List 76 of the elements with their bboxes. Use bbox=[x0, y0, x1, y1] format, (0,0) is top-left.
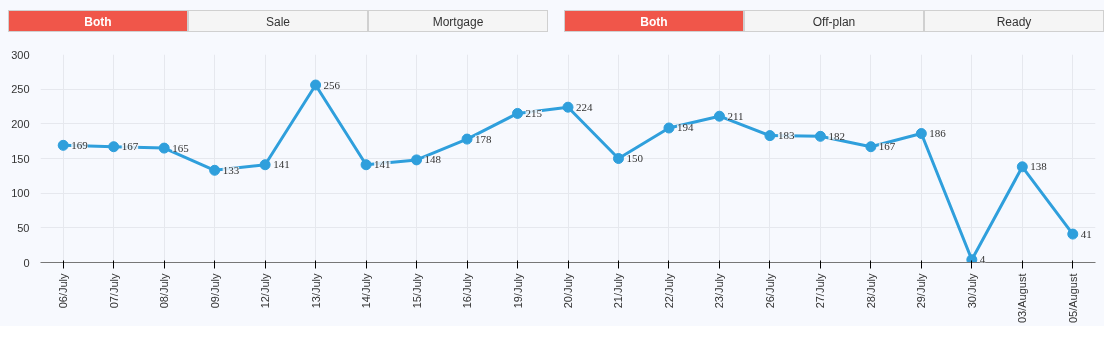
y-tick-label: 300 bbox=[11, 48, 30, 61]
point bbox=[562, 101, 574, 113]
x-tick-label: 07/July bbox=[107, 273, 120, 309]
data-label: 150 bbox=[626, 152, 644, 164]
text: Both bbox=[640, 14, 668, 31]
text: Off-plan bbox=[812, 14, 856, 31]
data-label: 211 bbox=[727, 109, 744, 122]
point bbox=[310, 79, 322, 91]
x-tick-label: 05/August bbox=[1066, 273, 1079, 324]
x-tick-label: 06/July bbox=[57, 273, 70, 309]
x-tick-label: 16/July bbox=[461, 273, 474, 309]
point bbox=[663, 122, 675, 134]
data-label: 141 bbox=[273, 158, 290, 171]
data-label: 256 bbox=[323, 78, 341, 91]
data-label: 141 bbox=[374, 158, 391, 171]
text: Ready bbox=[996, 14, 1032, 31]
point bbox=[713, 110, 725, 122]
text: Both bbox=[84, 14, 112, 31]
x-tick-label: 28/July bbox=[864, 273, 877, 309]
x-tick-label: 09/July bbox=[208, 273, 221, 309]
y-tick-label: 0 bbox=[23, 256, 30, 269]
x-tick-label: 08/July bbox=[158, 273, 171, 309]
point bbox=[259, 159, 271, 171]
point bbox=[108, 141, 120, 153]
y-tick-label: 250 bbox=[11, 83, 30, 96]
x-tick-label: 26/July bbox=[763, 273, 776, 309]
point bbox=[158, 142, 170, 154]
data-label: 167 bbox=[121, 140, 139, 153]
point bbox=[966, 254, 978, 263]
point bbox=[57, 139, 69, 151]
point bbox=[461, 133, 473, 145]
data-label: 138 bbox=[1030, 160, 1048, 173]
point bbox=[360, 159, 372, 171]
y-tick-label: 150 bbox=[11, 152, 30, 165]
data-label: 167 bbox=[878, 140, 896, 153]
data-label: 194 bbox=[676, 121, 694, 134]
x-tick-label: 30/July bbox=[965, 273, 978, 309]
x-tick-label: 14/July bbox=[360, 273, 373, 309]
data-label: 169 bbox=[71, 138, 89, 151]
point bbox=[814, 130, 826, 142]
data-label: 133 bbox=[222, 163, 240, 176]
data-label: 183 bbox=[777, 129, 795, 142]
data-label: 41 bbox=[1080, 227, 1092, 240]
text: Mortgage bbox=[432, 14, 484, 31]
point bbox=[612, 153, 624, 164]
x-tick-label: 19/July bbox=[511, 273, 524, 309]
point bbox=[411, 154, 423, 166]
x-tick-label: 13/July bbox=[309, 273, 322, 309]
x-tick-label: 22/July bbox=[662, 273, 675, 309]
x-tick-label: 03/August bbox=[1016, 273, 1029, 324]
data-label: 215 bbox=[525, 106, 543, 119]
data-label: 224 bbox=[576, 100, 593, 113]
data-label: 4 bbox=[979, 253, 986, 266]
x-tick-label: 23/July bbox=[713, 273, 726, 309]
point bbox=[1067, 228, 1079, 240]
data-label: 182 bbox=[828, 129, 845, 142]
data-label: 148 bbox=[424, 153, 442, 166]
x-tick-label: 29/July bbox=[915, 273, 928, 309]
x-tick-label: 27/July bbox=[814, 273, 827, 309]
data-label: 186 bbox=[929, 127, 947, 140]
x-tick-label: 21/July bbox=[612, 273, 625, 309]
point bbox=[915, 128, 927, 140]
point bbox=[1016, 161, 1028, 173]
y-tick-label: 200 bbox=[11, 117, 30, 130]
y-tick-label: 100 bbox=[11, 187, 30, 200]
data-label: 178 bbox=[475, 132, 493, 145]
point bbox=[209, 164, 221, 176]
x-tick-label: 15/July bbox=[410, 273, 423, 309]
data-label: 165 bbox=[172, 141, 190, 154]
text: Sale bbox=[265, 14, 291, 31]
x-tick-label: 12/July bbox=[259, 273, 272, 309]
point bbox=[764, 130, 776, 142]
y-tick-label: 50 bbox=[17, 221, 30, 234]
point bbox=[512, 107, 524, 119]
point bbox=[865, 141, 877, 153]
x-tick-label: 20/July bbox=[562, 273, 574, 309]
